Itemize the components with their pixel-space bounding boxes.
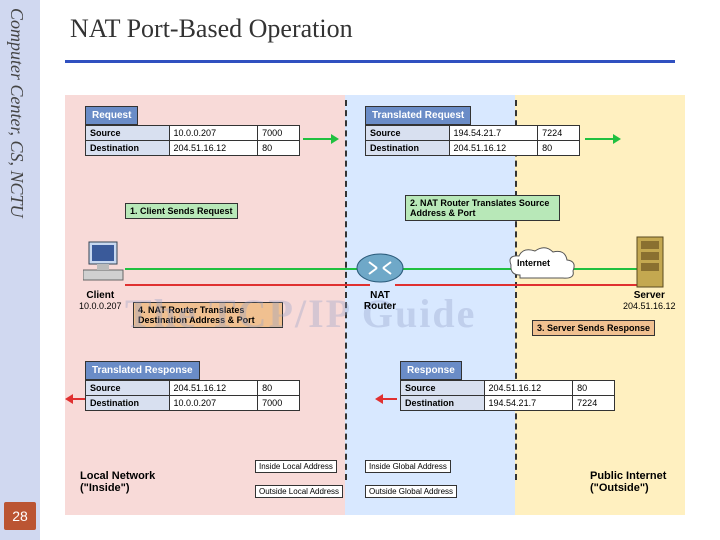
request-box: Request Source10.0.0.2077000 Destination… <box>85 105 300 156</box>
internet-icon: Internet <box>505 245 580 292</box>
request-header: Request <box>85 106 138 125</box>
translated-response-header: Translated Response <box>85 361 200 380</box>
arrow-left-icon <box>65 390 87 408</box>
legend-outside-local: Outside Local Address <box>255 485 343 498</box>
caption-1: 1. Client Sends Request <box>125 203 238 219</box>
caption-2: 2. NAT Router Translates Source Address … <box>405 195 560 221</box>
footer-outside: Public Internet("Outside") <box>590 470 666 494</box>
footer-inside: Local Network("Inside") <box>80 470 155 494</box>
router-icon <box>355 250 405 291</box>
sidebar-label: Computer Center, CS, NCTU <box>6 8 27 218</box>
link-green-1 <box>125 268 370 270</box>
arrow-right-icon <box>303 130 339 148</box>
nat-label: NAT Router <box>355 290 405 312</box>
server-label: Server204.51.16.12 <box>623 290 676 312</box>
translated-request-table: Source194.54.21.77224 Destination204.51.… <box>365 125 580 156</box>
title-underline <box>65 60 675 63</box>
slide-title: NAT Port-Based Operation <box>70 14 353 44</box>
client-label: Client10.0.0.207 <box>79 290 122 312</box>
legend-inside-local: Inside Local Address <box>255 460 337 473</box>
arrow-left-icon <box>375 390 397 408</box>
sidebar: Computer Center, CS, NCTU 28 <box>0 0 40 540</box>
server-icon <box>635 235 665 294</box>
translated-request-box: Translated Request Source194.54.21.77224… <box>365 105 580 156</box>
page-number: 28 <box>4 502 36 530</box>
nat-diagram: Request Source10.0.0.2077000 Destination… <box>65 95 685 515</box>
caption-3: 3. Server Sends Response <box>532 320 655 336</box>
response-box: Response Source204.51.16.1280 Destinatio… <box>400 360 615 411</box>
caption-4: 4. NAT Router Translates Destination Add… <box>133 302 283 328</box>
response-header: Response <box>400 361 462 380</box>
translated-request-header: Translated Request <box>365 106 471 125</box>
divider-1 <box>345 100 347 480</box>
translated-response-box: Translated Response Source204.51.16.1280… <box>85 360 300 411</box>
legend-inside-global: Inside Global Address <box>365 460 451 473</box>
client-icon <box>83 240 129 289</box>
request-table: Source10.0.0.2077000 Destination204.51.1… <box>85 125 300 156</box>
translated-response-table: Source204.51.16.1280 Destination10.0.0.2… <box>85 380 300 411</box>
slide: Computer Center, CS, NCTU 28 NAT Port-Ba… <box>0 0 720 540</box>
response-table: Source204.51.16.1280 Destination194.54.2… <box>400 380 615 411</box>
link-red-1 <box>125 284 370 286</box>
legend-outside-global: Outside Global Address <box>365 485 457 498</box>
arrow-right-icon <box>585 130 621 148</box>
